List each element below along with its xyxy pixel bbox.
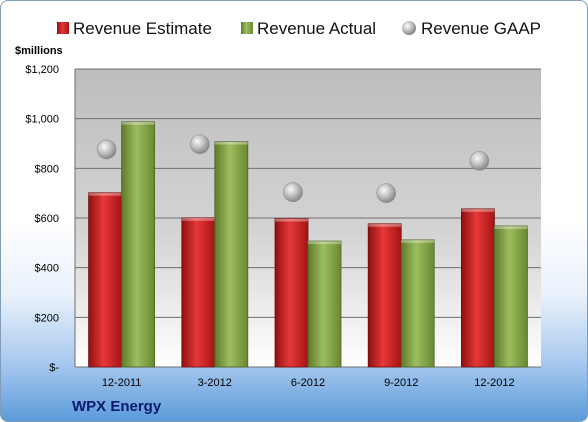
- gaap-points: [96, 134, 490, 203]
- point-revenue-gaap: [283, 182, 303, 202]
- bar-revenue-estimate: [460, 208, 495, 368]
- y-tick-label: $1,200: [25, 64, 59, 76]
- point-revenue-gaap: [190, 134, 210, 155]
- legend-swatch-revenue-actual: [241, 22, 253, 34]
- x-tick-label: 9-2012: [384, 377, 418, 389]
- y-tick-label: $200: [35, 312, 59, 324]
- bar-revenue-actual-highlight: [401, 239, 435, 243]
- bars: [88, 121, 528, 368]
- legend-label-revenue-estimate: Revenue Estimate: [73, 19, 212, 38]
- y-tick-label: $800: [35, 163, 59, 175]
- legend-label-revenue-actual: Revenue Actual: [257, 19, 376, 38]
- point-revenue-gaap: [469, 151, 490, 171]
- bar-revenue-actual: [307, 240, 342, 368]
- legend-label-revenue-gaap: Revenue GAAP: [421, 19, 541, 38]
- bar-revenue-actual: [214, 141, 249, 368]
- bar-revenue-actual-highlight: [494, 225, 528, 229]
- bar-revenue-actual-highlight: [121, 121, 155, 125]
- bar-revenue-estimate: [181, 217, 216, 368]
- bar-revenue-actual-highlight: [214, 141, 248, 145]
- x-tick-label: 12-2011: [102, 377, 142, 389]
- legend: Revenue Estimate Revenue Actual Revenue …: [57, 19, 541, 38]
- y-axis-ticks: $- $200 $400 $600 $800 $1,000 $1,200: [25, 64, 59, 374]
- bar-revenue-estimate: [274, 218, 309, 368]
- legend-marker-revenue-gaap: [402, 21, 416, 35]
- point-revenue-gaap: [96, 139, 117, 160]
- bar-revenue-actual-highlight: [308, 241, 341, 245]
- x-tick-label: 3-2012: [198, 377, 232, 389]
- bar-revenue-actual: [121, 121, 155, 368]
- bar-revenue-estimate: [367, 223, 402, 368]
- y-axis-unit-label: $millions: [15, 45, 63, 57]
- bar-revenue-actual: [400, 239, 435, 368]
- legend-swatch-revenue-estimate: [57, 22, 69, 34]
- bar-revenue-estimate-highlight: [88, 192, 122, 196]
- x-axis-ticks: 12-2011 3-2012 6-2012 9-2012 12-2012: [102, 377, 515, 389]
- bar-revenue-estimate-highlight: [181, 217, 215, 221]
- company-name: WPX Energy: [72, 398, 162, 415]
- x-tick-label: 6-2012: [291, 377, 325, 389]
- bar-revenue-estimate: [88, 192, 122, 368]
- y-tick-label: $1,000: [25, 114, 59, 126]
- bar-revenue-estimate-highlight: [368, 223, 402, 227]
- bar-revenue-estimate-highlight: [275, 218, 308, 222]
- y-tick-label: $-: [49, 362, 59, 374]
- x-tick-label: 12-2012: [474, 377, 514, 389]
- point-revenue-gaap: [376, 183, 397, 203]
- bar-revenue-actual: [493, 225, 528, 368]
- y-tick-label: $400: [35, 263, 59, 275]
- bar-revenue-estimate-highlight: [461, 208, 495, 212]
- y-tick-label: $600: [35, 213, 59, 225]
